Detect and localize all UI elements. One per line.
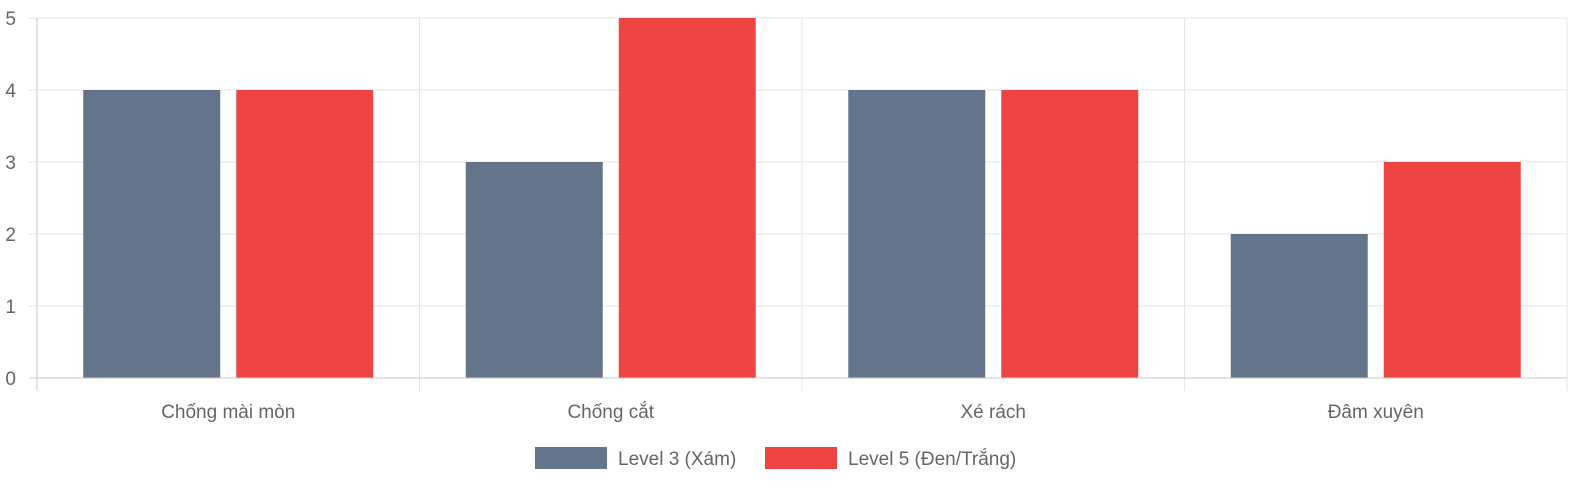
y-tick-label: 2 (5, 225, 16, 246)
y-tick-label: 0 (5, 369, 16, 390)
legend-label[interactable]: Level 5 (Đen/Trắng) (848, 448, 1016, 470)
x-axis-category-labels: Chống mài mòn Chống cắt Xé rách Đâm xuyên (161, 401, 1424, 423)
bar-level-5-3 (1383, 162, 1521, 378)
y-axis-tick-labels: 0 1 2 3 4 5 (5, 9, 16, 390)
y-tick-label: 4 (5, 81, 16, 102)
y-tick-label: 1 (5, 297, 16, 318)
bar-level-3-0 (83, 90, 221, 378)
x-category-label: Đâm xuyên (1328, 402, 1424, 423)
x-category-label: Xé rách (961, 402, 1026, 423)
legend-swatch (765, 447, 837, 469)
bars (83, 18, 1521, 378)
x-category-label: Chống cắt (567, 401, 654, 423)
legend: Level 3 (Xám) Level 5 (Đen/Trắng) (535, 447, 1016, 470)
bar-level-5-1 (618, 18, 756, 378)
legend-label[interactable]: Level 3 (Xám) (618, 449, 736, 470)
y-tick-label: 3 (5, 153, 16, 174)
y-tick-label: 5 (5, 9, 16, 30)
axes (29, 18, 1567, 391)
bar-level-3-3 (1230, 234, 1368, 378)
x-category-label: Chống mài mòn (161, 402, 295, 423)
legend-swatch (535, 447, 607, 469)
bar-level-5-0 (236, 90, 374, 378)
bar-level-3-1 (465, 162, 603, 378)
bar-level-3-2 (848, 90, 986, 378)
bar-level-5-2 (1001, 90, 1139, 378)
